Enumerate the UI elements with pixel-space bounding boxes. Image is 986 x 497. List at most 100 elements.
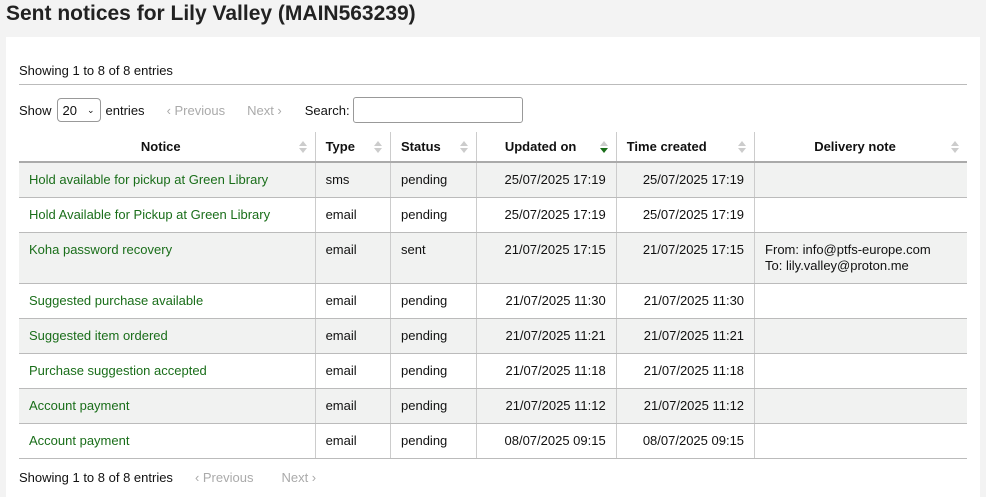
delivery-note-cell xyxy=(754,197,967,233)
table-wrapper: Notice Type Status Updated on Time created De… xyxy=(19,132,967,485)
notice-cell: Purchase suggestion accepted xyxy=(19,353,316,389)
delivery-note-from: From: info@ptfs-europe.com xyxy=(765,242,931,257)
notice-cell: Suggested purchase available xyxy=(19,283,316,319)
footer-next-button[interactable]: Next › xyxy=(281,470,317,485)
table-row: Purchase suggestion accepted email pendi… xyxy=(19,353,967,389)
column-header-updated-on[interactable]: Updated on xyxy=(476,132,617,163)
delivery-note-cell xyxy=(754,388,967,424)
footer-previous-button[interactable]: ‹ Previous xyxy=(194,470,254,485)
notice-cell: Account payment xyxy=(19,423,316,459)
page-title: Sent notices for Lily Valley (MAIN563239… xyxy=(6,2,416,25)
time-created-cell: 08/07/2025 09:15 xyxy=(615,423,755,459)
entries-label: entries xyxy=(105,102,145,118)
notice-cell: Hold available for pickup at Green Libra… xyxy=(19,162,316,198)
updated-on-cell: 21/07/2025 17:15 xyxy=(476,232,617,284)
time-created-cell: 21/07/2025 17:15 xyxy=(615,232,755,284)
type-cell: email xyxy=(314,388,391,424)
notice-link[interactable]: Koha password recovery xyxy=(29,242,173,257)
delivery-note-cell xyxy=(754,353,967,389)
notice-link[interactable]: Hold Available for Pickup at Green Libra… xyxy=(29,207,271,222)
notice-link[interactable]: Suggested purchase available xyxy=(29,293,204,308)
status-cell: pending xyxy=(390,283,477,319)
time-created-cell: 21/07/2025 11:18 xyxy=(615,353,755,389)
table-row: Account payment email pending 08/07/2025… xyxy=(19,423,967,459)
status-cell: pending xyxy=(390,353,477,389)
updated-on-cell: 21/07/2025 11:12 xyxy=(476,388,617,424)
sort-icon xyxy=(738,141,747,153)
type-cell: email xyxy=(314,353,391,389)
delivery-note-cell xyxy=(754,423,967,459)
notice-cell: Hold Available for Pickup at Green Libra… xyxy=(19,197,316,233)
notice-link[interactable]: Hold available for pickup at Green Libra… xyxy=(29,172,269,187)
type-cell: email xyxy=(314,232,391,284)
delivery-note-cell xyxy=(754,162,967,198)
delivery-note-to: To: lily.valley@proton.me xyxy=(765,258,909,273)
delivery-note-cell xyxy=(754,318,967,354)
sort-icon xyxy=(298,141,307,153)
sort-descending-icon xyxy=(599,141,608,153)
time-created-cell: 21/07/2025 11:12 xyxy=(615,388,755,424)
column-label: Notice xyxy=(140,139,181,154)
table-row: Koha password recovery email sent 21/07/… xyxy=(19,232,967,284)
table-row: Hold Available for Pickup at Green Libra… xyxy=(19,197,967,233)
notice-link[interactable]: Suggested item ordered xyxy=(29,328,168,343)
notice-link[interactable]: Account payment xyxy=(29,433,130,448)
table-row: Suggested item ordered email pending 21/… xyxy=(19,318,967,354)
column-header-status[interactable]: Status xyxy=(390,132,477,163)
search-input[interactable] xyxy=(352,97,523,123)
status-cell: pending xyxy=(390,388,477,424)
divider xyxy=(19,84,967,85)
updated-on-cell: 21/07/2025 11:18 xyxy=(476,353,617,389)
time-created-cell: 25/07/2025 17:19 xyxy=(615,197,755,233)
column-label: Status xyxy=(401,139,441,154)
page-size-select[interactable]: 20 ⌄ xyxy=(56,98,101,122)
sort-icon xyxy=(374,141,383,153)
column-header-notice[interactable]: Notice xyxy=(19,132,316,163)
table-footer: Showing 1 to 8 of 8 entries ‹ Previous N… xyxy=(19,470,967,485)
page-size-value: 20 xyxy=(62,102,77,118)
notice-cell: Koha password recovery xyxy=(19,232,316,284)
time-created-cell: 21/07/2025 11:30 xyxy=(615,283,755,319)
notice-link[interactable]: Purchase suggestion accepted xyxy=(29,363,207,378)
notices-panel: Showing 1 to 8 of 8 entries Show 20 ⌄ ent… xyxy=(6,37,980,497)
delivery-note-cell xyxy=(754,283,967,319)
updated-on-cell: 08/07/2025 09:15 xyxy=(476,423,617,459)
table-info: Showing 1 to 8 of 8 entries xyxy=(19,63,173,78)
table-controls: Show 20 ⌄ entries ‹ Previous Next › Searc… xyxy=(19,97,523,123)
updated-on-cell: 21/07/2025 11:21 xyxy=(476,318,617,354)
search-label: Search: xyxy=(304,102,350,118)
table-row: Suggested purchase available email pendi… xyxy=(19,283,967,319)
status-cell: pending xyxy=(390,318,477,354)
status-cell: sent xyxy=(390,232,477,284)
updated-on-cell: 25/07/2025 17:19 xyxy=(476,197,617,233)
type-cell: email xyxy=(314,197,391,233)
delivery-note-cell: From: info@ptfs-europe.com To: lily.valle… xyxy=(754,232,967,284)
type-cell: email xyxy=(314,318,391,354)
column-label: Updated on xyxy=(504,139,577,154)
notice-cell: Suggested item ordered xyxy=(19,318,316,354)
column-header-time-created[interactable]: Time created xyxy=(615,132,755,163)
notices-table: Notice Type Status Updated on Time created De… xyxy=(19,132,967,459)
column-label: Time created xyxy=(626,139,707,154)
column-header-type[interactable]: Type xyxy=(314,132,391,163)
notice-link[interactable]: Account payment xyxy=(29,398,130,413)
notice-cell: Account payment xyxy=(19,388,316,424)
column-label: Delivery note xyxy=(814,139,896,154)
column-label: Type xyxy=(325,139,355,154)
status-cell: pending xyxy=(390,162,477,198)
table-row: Hold available for pickup at Green Libra… xyxy=(19,162,967,198)
show-label: Show xyxy=(19,102,52,118)
type-cell: email xyxy=(314,283,391,319)
time-created-cell: 25/07/2025 17:19 xyxy=(615,162,755,198)
previous-button[interactable]: ‹ Previous xyxy=(166,102,226,118)
type-cell: sms xyxy=(314,162,391,198)
footer-info: Showing 1 to 8 of 8 entries xyxy=(19,470,173,485)
column-header-delivery-note[interactable]: Delivery note xyxy=(754,132,967,163)
chevron-down-icon: ⌄ xyxy=(86,104,95,115)
status-cell: pending xyxy=(390,197,477,233)
next-button[interactable]: Next › xyxy=(247,102,282,118)
updated-on-cell: 21/07/2025 11:30 xyxy=(476,283,617,319)
table-row: Account payment email pending 21/07/2025… xyxy=(19,388,967,424)
sort-icon xyxy=(951,141,959,153)
sort-icon xyxy=(460,141,469,153)
